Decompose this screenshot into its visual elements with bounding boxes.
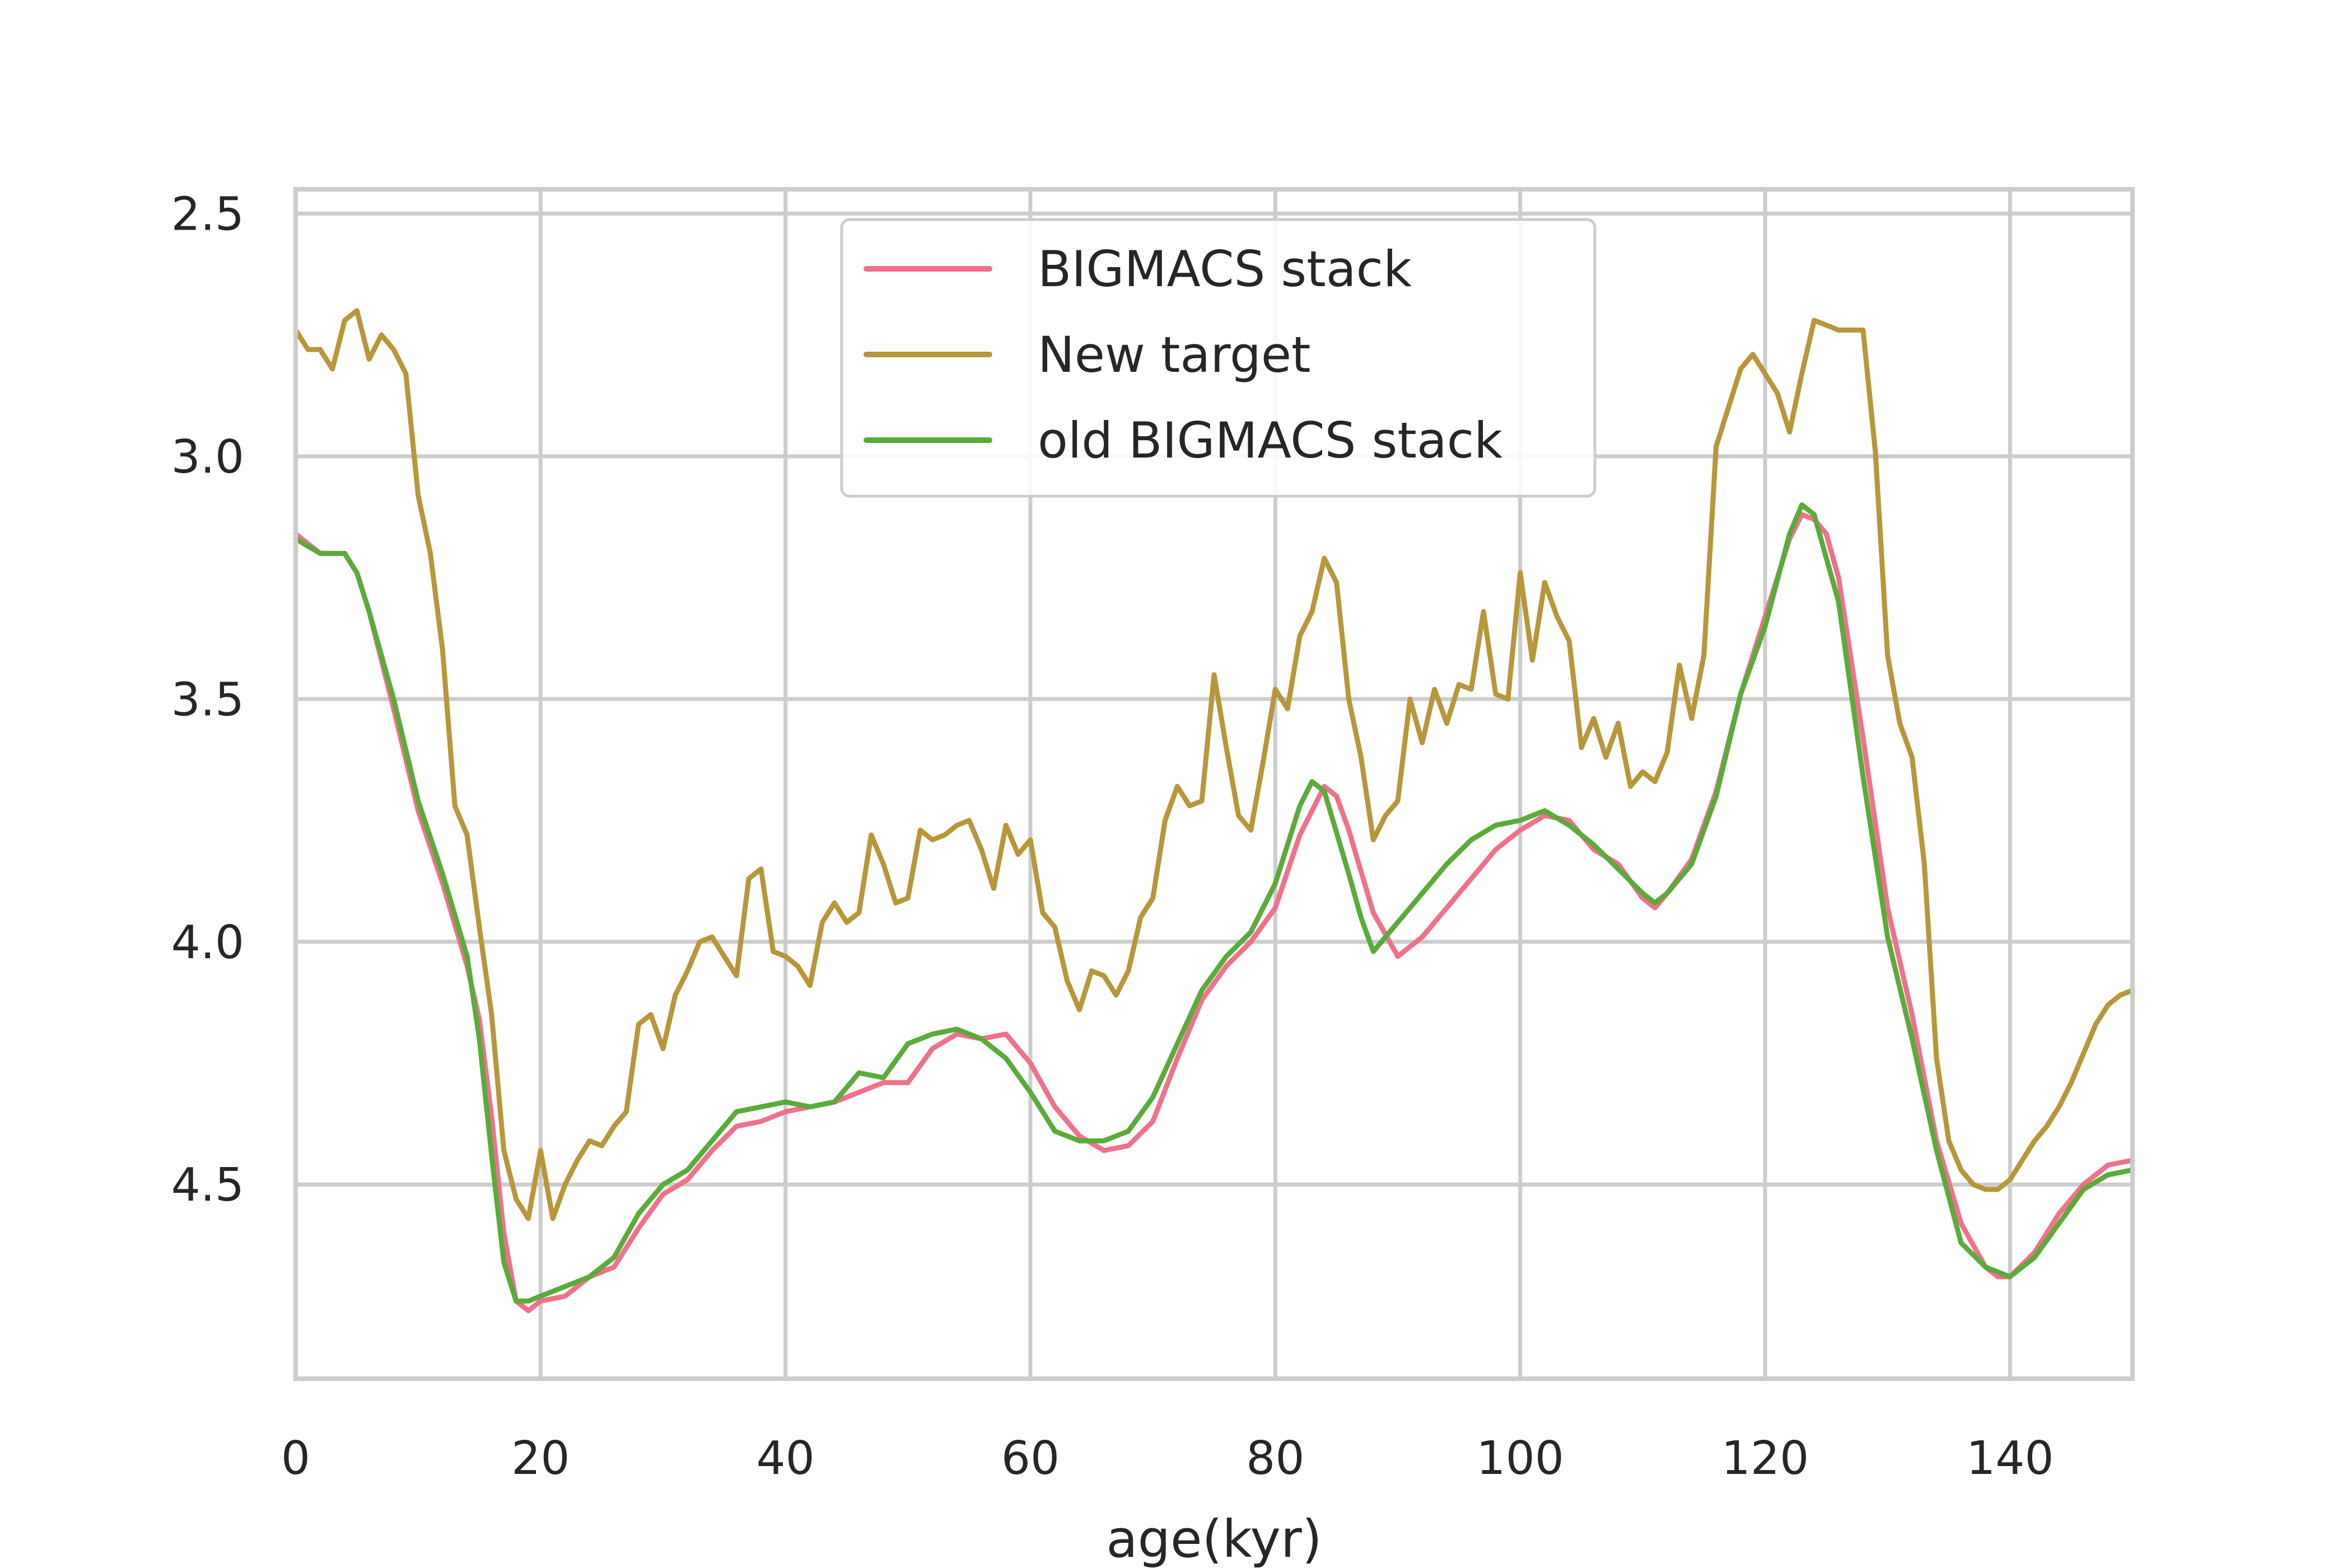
legend-label-2: old BIGMACS stack bbox=[1038, 412, 1502, 469]
x-tick-label: 40 bbox=[756, 1432, 814, 1485]
y-tick-labels: 2.5 3.0 3.5 4.0 4.5 bbox=[171, 188, 244, 1212]
series-line-2 bbox=[293, 502, 2135, 1304]
series-line-1 bbox=[293, 308, 2135, 1221]
plot-frame bbox=[293, 187, 2135, 1381]
legend: BIGMACS stack New target old BIGMACS stack bbox=[840, 218, 1597, 498]
x-tick-labels: 0 20 40 60 80 100 120 140 bbox=[281, 1432, 2054, 1485]
y-tick-label: 3.5 bbox=[171, 673, 244, 726]
y-tick-label: 2.5 bbox=[171, 188, 244, 241]
y-tick-label: 4.5 bbox=[171, 1159, 244, 1212]
y-tick-label: 3.0 bbox=[171, 431, 244, 484]
x-tick-label: 120 bbox=[1721, 1432, 1809, 1485]
x-axis-label: age(kyr) bbox=[1106, 1509, 1322, 1568]
x-tick-label: 80 bbox=[1246, 1432, 1304, 1485]
x-tick-label: 140 bbox=[1966, 1432, 2054, 1485]
series-group bbox=[293, 308, 2135, 1314]
x-tick-label: 20 bbox=[511, 1432, 570, 1485]
legend-box bbox=[840, 218, 1597, 498]
x-tick-label: 100 bbox=[1476, 1432, 1564, 1485]
x-tick-label: 60 bbox=[1001, 1432, 1060, 1485]
x-tick-label: 0 bbox=[281, 1432, 310, 1485]
series-line-0 bbox=[293, 512, 2135, 1314]
legend-label-0: BIGMACS stack bbox=[1038, 240, 1412, 298]
y-tick-label: 4.0 bbox=[171, 916, 244, 969]
legend-label-1: New target bbox=[1038, 326, 1310, 384]
